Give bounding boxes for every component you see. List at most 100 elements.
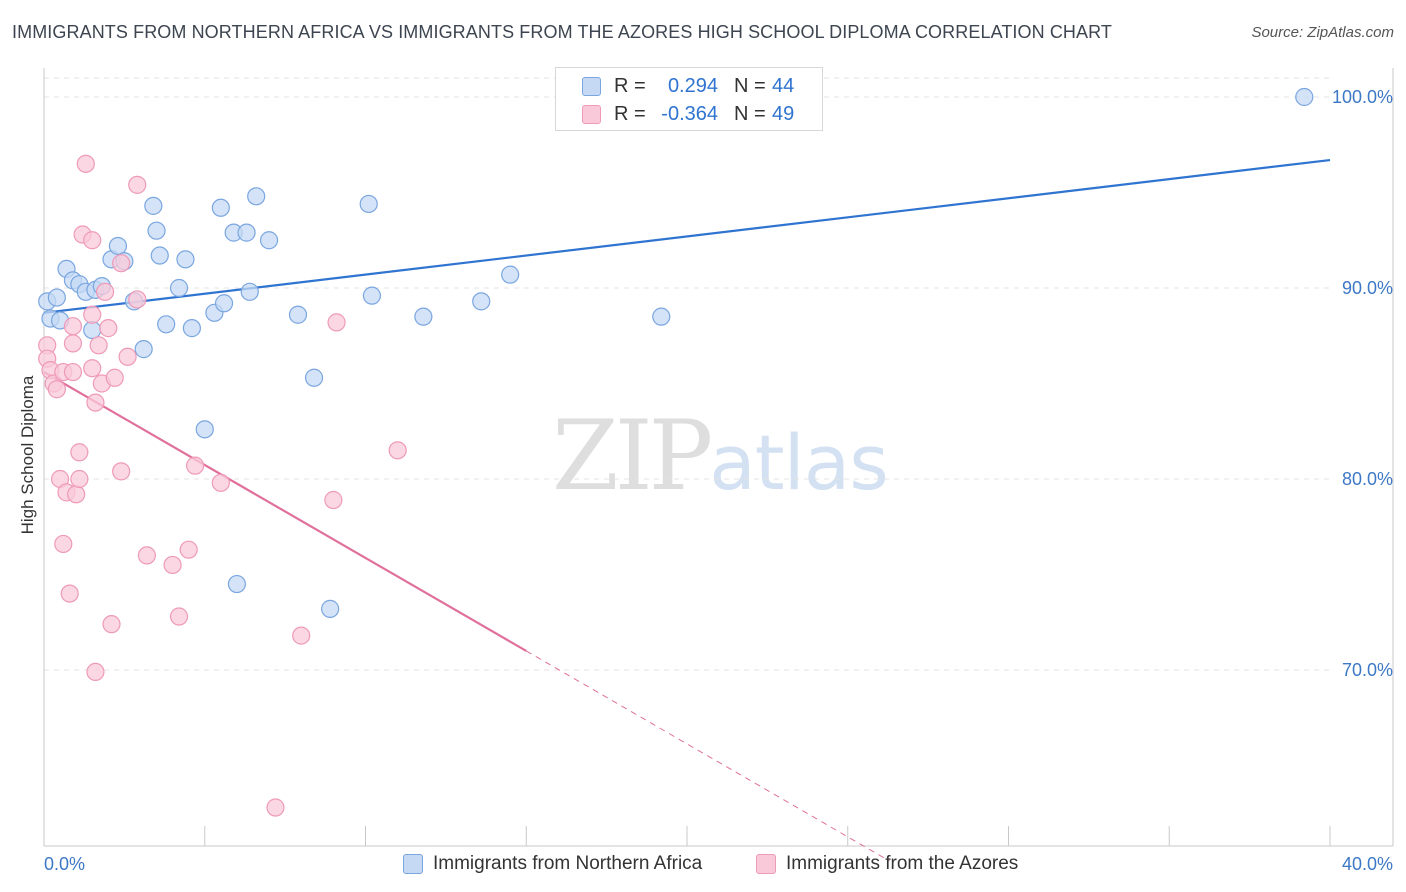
point-northern-africa: [362, 286, 382, 305]
watermark-atlas: atlas: [709, 418, 889, 507]
point-northern-africa: [227, 574, 246, 594]
point-azores: [63, 317, 83, 336]
chart-title: IMMIGRANTS FROM NORTHERN AFRICA VS IMMIG…: [12, 22, 1113, 42]
legend-n-value: 49: [772, 103, 795, 125]
point-azores: [54, 534, 73, 554]
point-azores: [292, 626, 311, 645]
trendline-azores: [43, 371, 527, 652]
point-northern-africa: [169, 278, 189, 298]
point-northern-africa: [176, 250, 195, 269]
point-northern-africa: [247, 187, 266, 206]
point-azores: [89, 336, 108, 355]
legend-row-northern-africa: R = 0.294 N = 44: [556, 73, 822, 101]
point-azores: [86, 393, 105, 412]
axes: [43, 68, 1394, 847]
point-azores: [70, 469, 89, 489]
point-azores: [266, 798, 285, 817]
point-northern-africa: [144, 196, 163, 215]
point-northern-africa: [414, 307, 433, 326]
point-northern-africa: [182, 319, 201, 338]
legend-r-value: -0.364: [661, 103, 718, 125]
point-northern-africa: [47, 288, 66, 307]
point-azores: [128, 290, 147, 309]
trendlines: [43, 158, 1331, 862]
y-tick-label: 80.0%: [1342, 469, 1393, 489]
point-northern-africa: [259, 231, 279, 250]
point-northern-africa: [157, 315, 176, 334]
point-northern-africa: [147, 221, 166, 240]
point-azores: [67, 485, 86, 504]
trendline-azores-extrapolated: [525, 650, 890, 862]
legend-row-azores: R = -0.364 N = 49: [556, 101, 822, 129]
point-azores: [95, 282, 115, 301]
x-tick-labels: 0.0% 40.0%: [44, 854, 1393, 874]
legend-r-label: R =: [614, 75, 646, 97]
legend-n-label: N =: [734, 103, 766, 125]
point-northern-africa: [108, 236, 128, 256]
point-northern-africa: [472, 292, 491, 311]
point-azores: [112, 462, 131, 481]
point-azores: [324, 490, 343, 510]
point-azores: [70, 443, 89, 462]
point-azores: [83, 359, 102, 378]
zipatlas-watermark: ZIPatlas: [552, 400, 889, 512]
correlation-legend: R = 0.294 N = 44 R = -0.364 N = 49: [555, 67, 823, 131]
point-azores: [105, 368, 124, 387]
point-northern-africa: [304, 368, 324, 387]
point-azores: [169, 607, 189, 626]
point-azores: [86, 662, 105, 682]
point-northern-africa: [359, 194, 378, 214]
y-tick-label: 100.0%: [1332, 87, 1393, 107]
point-northern-africa: [321, 599, 340, 618]
point-azores: [128, 175, 147, 194]
legend-label: Immigrants from Northern Africa: [433, 853, 703, 874]
point-northern-africa: [83, 320, 102, 340]
y-tick-labels: 70.0% 80.0% 90.0% 100.0%: [1332, 87, 1393, 680]
x-tick-label: 40.0%: [1342, 854, 1393, 874]
watermark-zip: ZIP: [552, 400, 713, 512]
legend-swatch-blue: [582, 77, 601, 96]
data-points: [38, 87, 1314, 817]
point-northern-africa: [1295, 87, 1314, 107]
trendline-northern-africa: [43, 158, 1331, 314]
legend-n-label: N =: [734, 75, 766, 97]
point-northern-africa: [501, 265, 520, 284]
point-azores: [99, 319, 118, 338]
point-azores: [83, 305, 102, 324]
point-northern-africa: [288, 305, 308, 324]
x-tick-label: 0.0%: [44, 854, 85, 874]
point-northern-africa: [214, 294, 234, 313]
point-azores: [102, 615, 121, 634]
y-axis-label: High School Diploma: [18, 375, 37, 535]
point-azores: [112, 254, 131, 273]
point-northern-africa: [134, 340, 153, 359]
point-azores: [163, 555, 182, 575]
point-azores: [137, 546, 156, 565]
legend-r-value: 0.294: [667, 75, 718, 97]
legend-swatch-blue: [403, 854, 423, 874]
legend-swatch-pink: [582, 105, 601, 124]
y-tick-label: 90.0%: [1342, 278, 1393, 298]
point-azores: [327, 313, 346, 332]
point-azores: [63, 362, 83, 382]
point-northern-africa: [652, 307, 671, 326]
point-azores: [47, 380, 66, 399]
legend-swatch-pink: [756, 854, 776, 874]
point-azores: [83, 231, 102, 250]
point-azores: [60, 584, 79, 603]
source-label: Source: ZipAtlas.com: [1251, 24, 1394, 41]
point-azores: [211, 473, 230, 492]
legend-r-label: R =: [614, 103, 646, 125]
point-azores: [118, 347, 137, 366]
point-azores: [186, 456, 205, 475]
point-northern-africa: [195, 420, 214, 439]
legend-n-value: 44: [772, 75, 795, 97]
legend-label: Immigrants from the Azores: [786, 853, 1019, 874]
point-northern-africa: [240, 282, 259, 301]
point-northern-africa: [237, 223, 256, 242]
point-azores: [76, 154, 95, 173]
y-tick-label: 70.0%: [1342, 660, 1393, 680]
series-legend: Immigrants from Northern Africa Immigran…: [0, 852, 1406, 878]
point-azores: [179, 540, 198, 559]
